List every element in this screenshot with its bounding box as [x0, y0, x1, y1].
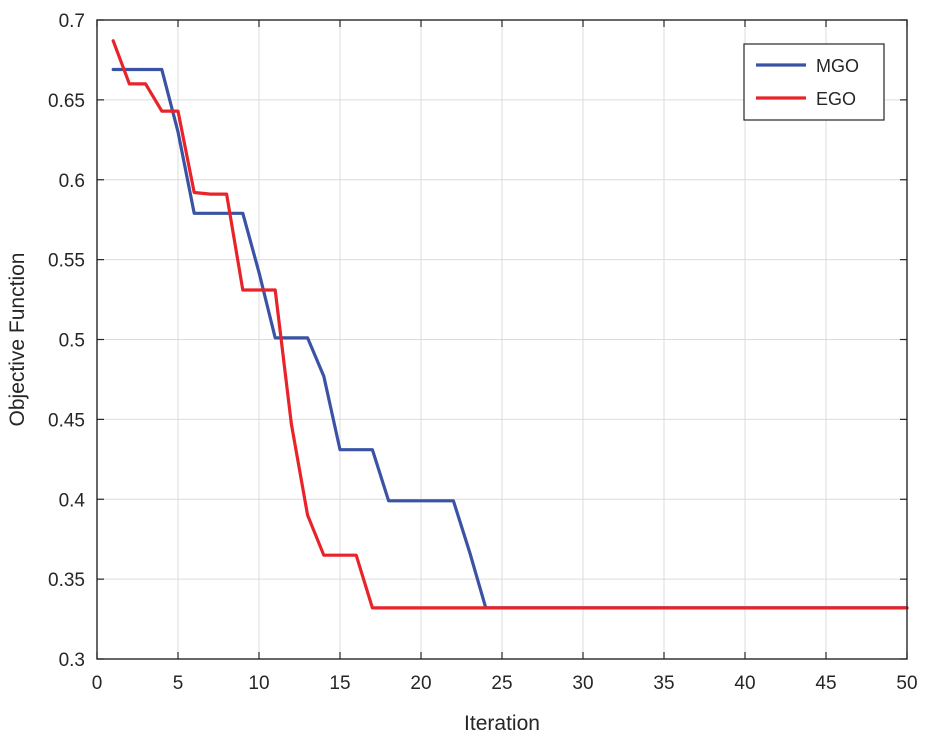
series-line-mgo — [111, 67, 909, 610]
y-tick-label: 0.35 — [48, 570, 85, 591]
x-tick-label: 45 — [815, 673, 836, 694]
y-tick-label: 0.6 — [59, 171, 85, 192]
x-tick-label: 30 — [572, 673, 593, 694]
x-tick-label: 25 — [491, 673, 512, 694]
legend-label-ego: EGO — [816, 89, 856, 109]
axis-ticks: 0 5 10 15 20 25 30 35 40 45 50 0.3 0.35 0.4 0.45 0.5 0.5… — [48, 11, 918, 694]
legend-label-mgo: MGO — [816, 56, 859, 76]
x-tick-label: 50 — [896, 673, 917, 694]
y-tick-label: 0.7 — [59, 11, 85, 32]
y-tick-label: 0.5 — [59, 331, 85, 352]
y-tick-label: 0.55 — [48, 251, 85, 272]
x-tick-label: 35 — [653, 673, 674, 694]
x-tick-label: 10 — [248, 673, 269, 694]
y-tick-label: 0.65 — [48, 91, 85, 112]
x-tick-label: 20 — [410, 673, 431, 694]
x-tick-label: 5 — [173, 673, 184, 694]
y-axis-label: Objective Function — [6, 253, 29, 427]
x-tick-label: 15 — [329, 673, 350, 694]
legend-box — [743, 43, 885, 121]
y-tick-label: 0.4 — [59, 490, 86, 511]
x-tick-label: 0 — [92, 673, 103, 694]
series-line-ego — [111, 39, 909, 610]
x-axis-label: Iteration — [464, 712, 540, 735]
x-tick-label: 40 — [734, 673, 755, 694]
y-tick-label: 0.45 — [48, 410, 85, 431]
y-tick-label: 0.3 — [59, 650, 85, 671]
series-layer — [111, 39, 909, 610]
legend: MGO EGO — [743, 43, 885, 121]
